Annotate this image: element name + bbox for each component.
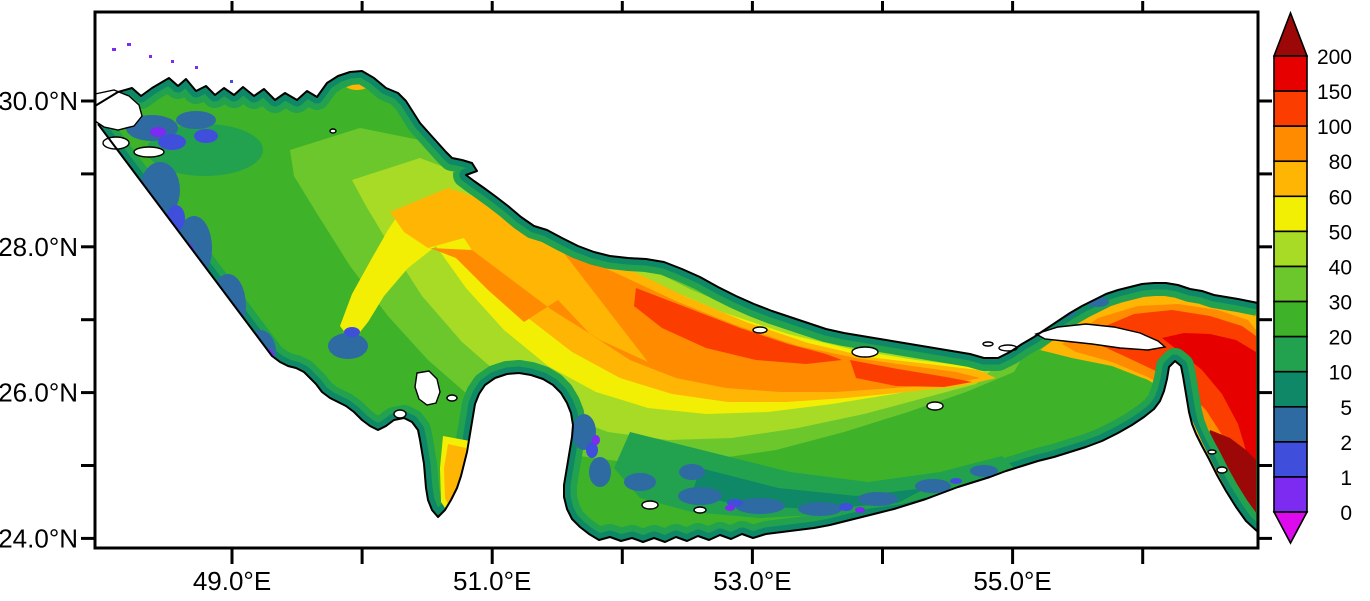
colorbar-label: 1 xyxy=(1340,467,1352,490)
depth-field xyxy=(95,71,1258,542)
colorbar-segment xyxy=(1273,230,1308,268)
colorbar-segment xyxy=(1273,476,1308,513)
colorbar-label: 100 xyxy=(1317,116,1352,139)
contour-150-200 xyxy=(1162,333,1256,468)
colorbar-segment xyxy=(1273,441,1308,478)
colorbar-segment xyxy=(1273,195,1308,233)
x-tick-label: 49.0°E xyxy=(193,566,271,596)
colorbar-label: 150 xyxy=(1317,81,1352,104)
y-tick-label: 24.0°N xyxy=(0,523,78,553)
colorbar-segment xyxy=(1273,370,1308,408)
colorbar-label: 80 xyxy=(1329,151,1352,174)
contour-100-150-a xyxy=(634,288,842,364)
island-qeshm xyxy=(1034,323,1167,351)
colorbar-label: 0 xyxy=(1340,502,1352,525)
colorbar-label: 2 xyxy=(1340,432,1352,455)
colorbar-segment xyxy=(1273,300,1308,338)
y-tick-label: 28.0°N xyxy=(0,232,78,262)
x-tick-label: 51.0°E xyxy=(453,566,531,596)
axis-labels: 49.0°E 51.0°E 53.0°E 55.0°E 30.0°N 28.0°N 26.0… xyxy=(0,86,1052,596)
colorbar-label: 200 xyxy=(1317,46,1352,69)
salwa-strip-inner xyxy=(444,444,466,510)
contour-100-150-b xyxy=(850,360,972,387)
colorbar-label: 40 xyxy=(1329,256,1352,279)
colorbar-segment xyxy=(1273,335,1308,373)
colorbar-label: 20 xyxy=(1329,327,1352,350)
x-tick-label: 53.0°E xyxy=(713,566,791,596)
marsh-specks xyxy=(112,43,233,83)
colorbar-label: 60 xyxy=(1329,186,1352,209)
colorbar-label: 5 xyxy=(1340,397,1352,420)
axis-ticks xyxy=(81,1,1272,564)
colorbar-segment xyxy=(1273,265,1308,303)
colorbar-over-arrow xyxy=(1272,10,1309,57)
y-tick-label: 30.0°N xyxy=(0,86,78,116)
x-tick-label: 55.0°E xyxy=(973,566,1051,596)
colorbar-segment xyxy=(1273,160,1308,198)
colorbar-under-arrow xyxy=(1272,511,1309,545)
plot-frame xyxy=(93,10,1260,550)
colorbar-label: 30 xyxy=(1329,292,1352,315)
colorbar-label: 50 xyxy=(1329,221,1352,244)
island-bahrain xyxy=(414,370,441,406)
colorbar-segment xyxy=(1273,55,1308,92)
colorbar-segment xyxy=(1273,405,1308,443)
y-tick-label: 26.0°N xyxy=(0,378,78,408)
colorbar-label: 10 xyxy=(1329,362,1352,385)
colorbar-segment xyxy=(1273,90,1308,127)
colorbar-segment xyxy=(1273,125,1308,163)
